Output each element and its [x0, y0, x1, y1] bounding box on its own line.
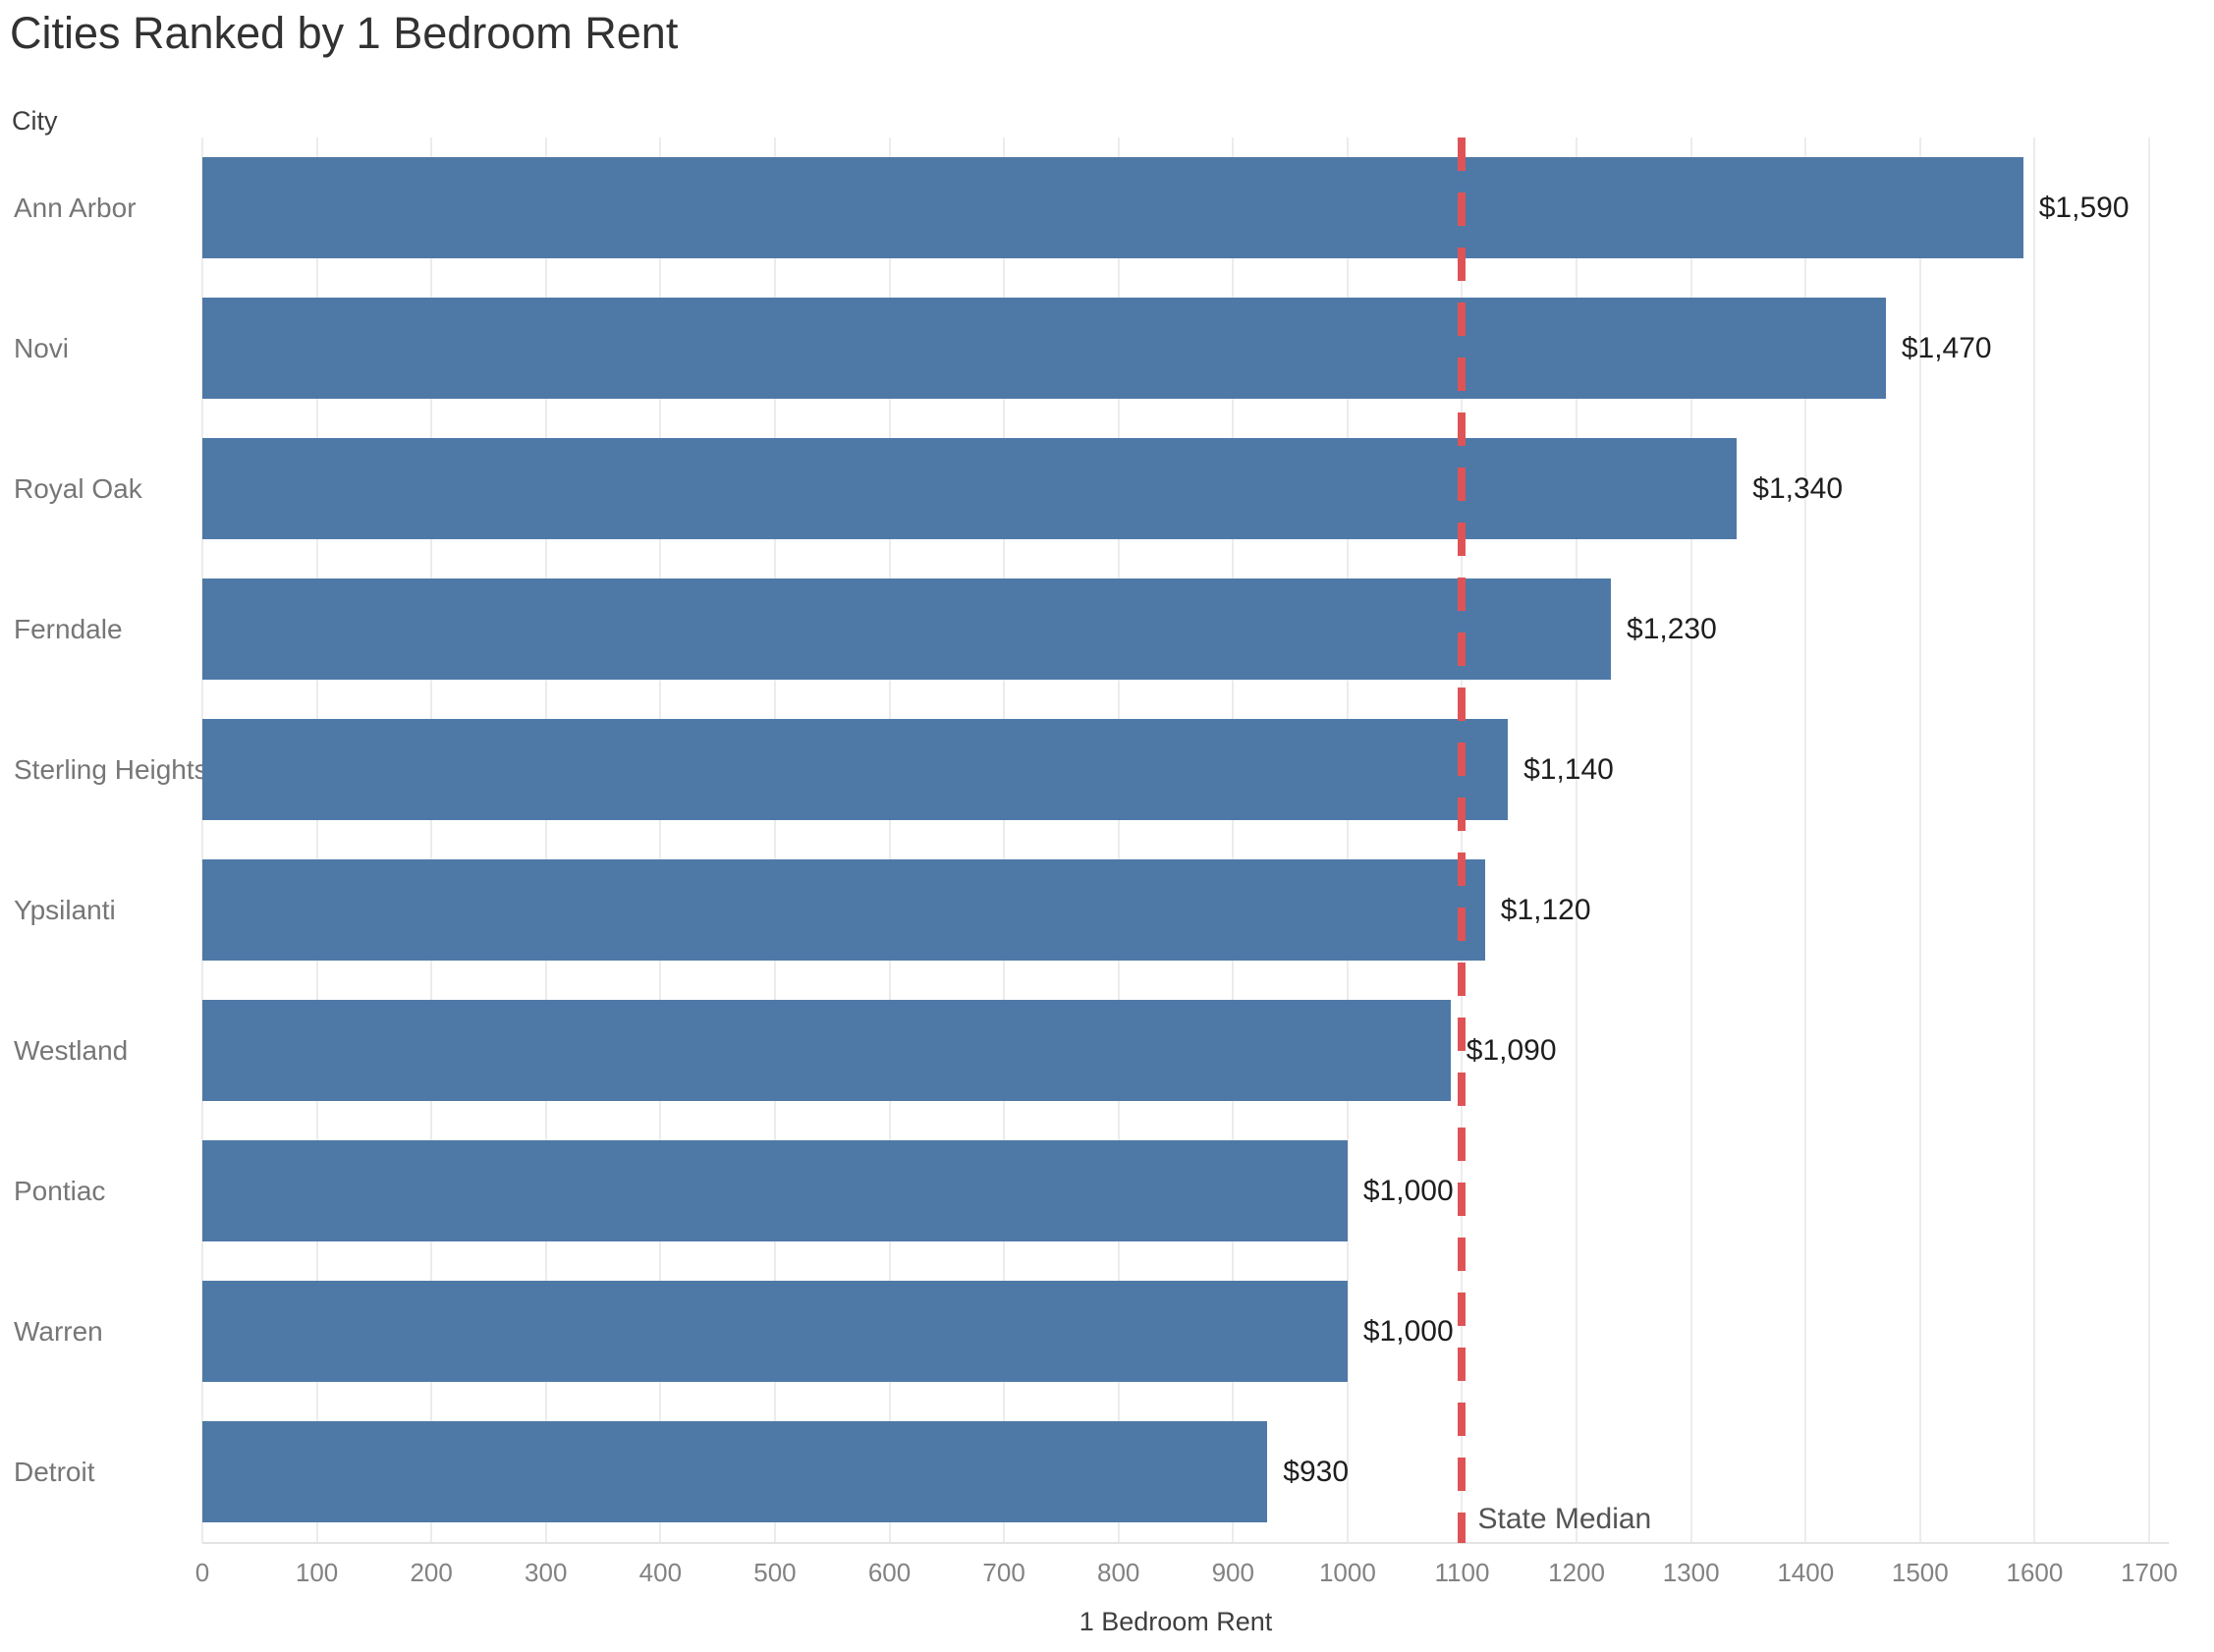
x-tick-label: 600: [867, 1558, 912, 1587]
x-tick-label: 800: [1097, 1558, 1140, 1587]
gridline: [1576, 138, 1578, 1543]
x-tick-label: 300: [525, 1558, 568, 1587]
x-tick-label: 1700: [2121, 1558, 2178, 1587]
value-label: $930: [1283, 1455, 1350, 1488]
bar-row: Ann Arbor $1,590: [14, 138, 2149, 278]
gridline: [659, 138, 662, 1543]
value-label: $1,090: [1466, 1033, 1557, 1067]
bar-row: Royal Oak $1,340: [14, 418, 2149, 559]
chart-title: Cities Ranked by 1 Bedroom Rent: [10, 8, 679, 58]
x-tick-label: 0: [194, 1558, 210, 1587]
gridline: [1346, 138, 1349, 1543]
gridline: [2148, 138, 2150, 1543]
x-tick-label: 1400: [1777, 1558, 1835, 1587]
value-label: $1,120: [1500, 893, 1591, 926]
x-tick-label: 1300: [1662, 1558, 1720, 1587]
value-label: $1,140: [1523, 752, 1614, 786]
gridline: [1689, 138, 1692, 1543]
city-label: Ann Arbor: [14, 192, 137, 223]
x-tick-label: 500: [753, 1558, 797, 1587]
x-axis-line: [202, 1542, 2169, 1544]
value-label: $1,590: [2038, 191, 2130, 224]
gridline: [1117, 138, 1120, 1543]
x-tick-label: 1000: [1318, 1558, 1376, 1587]
bar[interactable]: [202, 438, 1738, 539]
gridline: [1232, 138, 1235, 1543]
gridline: [1003, 138, 1006, 1543]
x-tick-label: 1100: [1434, 1558, 1490, 1587]
city-label: Novi: [14, 332, 70, 363]
y-axis-title: City: [12, 106, 58, 136]
gridline: [201, 138, 203, 1543]
value-label: $1,230: [1627, 612, 1717, 645]
gridline: [430, 138, 433, 1543]
bar-row: Ypsilanti $1,120: [14, 840, 2149, 980]
gridline: [315, 138, 318, 1543]
city-label: Pontiac: [14, 1175, 106, 1206]
bar-row: Westland $1,090: [14, 980, 2149, 1121]
gridline: [888, 138, 891, 1543]
x-tick-label: 900: [1211, 1558, 1254, 1587]
x-tick-label: 200: [410, 1558, 453, 1587]
bar[interactable]: [202, 298, 1886, 399]
plot-area: Ann Arbor $1,590 Novi $1,470 Royal Oak $1,340…: [14, 138, 2178, 1636]
city-label: Detroit: [14, 1456, 95, 1487]
bar[interactable]: [202, 1140, 1348, 1241]
reference-line-label: State Median: [1477, 1503, 1652, 1535]
bar-row: Novi $1,470: [14, 278, 2149, 418]
city-label: Ypsilanti: [14, 894, 116, 925]
city-label: Sterling Heights: [14, 753, 208, 785]
bar[interactable]: [202, 719, 1509, 820]
city-label: Royal Oak: [14, 472, 142, 504]
bar-row: Detroit $930: [14, 1402, 2149, 1542]
bar[interactable]: [202, 1281, 1348, 1382]
gridline: [1804, 138, 1807, 1543]
gridline: [1918, 138, 1921, 1543]
x-tick-label: 700: [982, 1558, 1025, 1587]
gridline: [544, 138, 547, 1543]
x-tick-label: 1200: [1548, 1558, 1605, 1587]
bar[interactable]: [202, 1421, 1268, 1522]
x-tick-label: 1600: [2006, 1558, 2064, 1587]
bar[interactable]: [202, 578, 1612, 680]
gridline: [773, 138, 776, 1543]
city-label: Westland: [14, 1034, 129, 1066]
city-label: Ferndale: [14, 613, 123, 644]
x-tick-label: 1500: [1891, 1558, 1949, 1587]
bar-row: Sterling Heights $1,140: [14, 699, 2149, 840]
value-label: $1,340: [1752, 471, 1844, 505]
x-tick-label: 100: [295, 1558, 339, 1587]
bar-row: Pontiac $1,000: [14, 1121, 2149, 1261]
city-label: Warren: [14, 1315, 103, 1347]
bar-row: Ferndale $1,230: [14, 559, 2149, 699]
bar[interactable]: [202, 1000, 1451, 1101]
value-label: $1,000: [1362, 1174, 1454, 1207]
bar[interactable]: [202, 157, 2023, 258]
x-tick-label: 400: [638, 1558, 683, 1587]
bar-row: Warren $1,000: [14, 1261, 2149, 1402]
reference-line: [1458, 138, 1467, 1543]
gridline: [2033, 138, 2036, 1543]
x-axis-title: 1 Bedroom Rent: [1079, 1607, 1273, 1636]
bar[interactable]: [202, 859, 1485, 961]
value-label: $1,000: [1362, 1314, 1454, 1348]
value-label: $1,470: [1901, 331, 1992, 364]
